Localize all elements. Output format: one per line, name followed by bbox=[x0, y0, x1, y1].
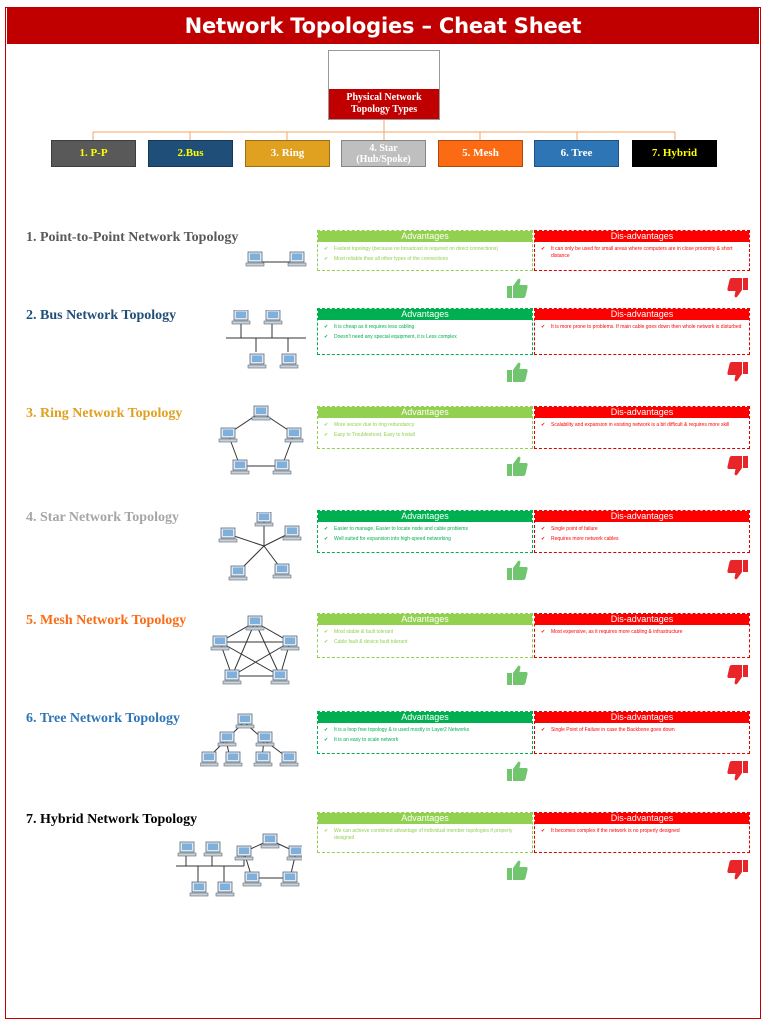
thumbs-up-icon bbox=[505, 663, 529, 687]
advantages-panel-5: Advantages Most stable & fault tolerant Ca… bbox=[317, 613, 533, 658]
disadvantage-item: Single point of failure bbox=[541, 526, 743, 533]
topology-diagram-3 bbox=[216, 404, 308, 485]
advantage-item: Doesn't need any special equipment, it i… bbox=[324, 334, 526, 341]
thumbs-up-icon bbox=[505, 759, 529, 783]
advantage-item: Easier to manage, Easier to locate node … bbox=[324, 526, 526, 533]
thumbs-up-icon bbox=[505, 276, 529, 300]
topology-title-1: 1. Point-to-Point Network Topology bbox=[26, 230, 239, 245]
topology-diagram-6 bbox=[199, 712, 300, 775]
advantages-heading: Advantages bbox=[318, 407, 532, 418]
advantages-heading: Advantages bbox=[318, 231, 532, 242]
advantages-heading: Advantages bbox=[318, 614, 532, 625]
category-box-3: 3. Ring bbox=[245, 140, 330, 167]
disadvantages-panel-7: Dis-advantages It becomes complex if the … bbox=[534, 812, 750, 853]
disadvantages-panel-5: Dis-advantages Most expensive, as it requ… bbox=[534, 613, 750, 658]
category-box-2: 2.Bus bbox=[148, 140, 233, 167]
category-box-6: 6. Tree bbox=[534, 140, 619, 167]
advantages-heading: Advantages bbox=[318, 712, 532, 723]
category-box-7: 7. Hybrid bbox=[632, 140, 717, 167]
advantages-heading: Advantages bbox=[318, 309, 532, 320]
advantage-item: We can achieve combined advantage of ind… bbox=[324, 828, 526, 841]
disadvantages-heading: Dis-advantages bbox=[535, 407, 749, 418]
disadvantage-item: It is more prone to problems. If main ca… bbox=[541, 324, 743, 331]
advantages-panel-6: Advantages It is a loop free topology & i… bbox=[317, 711, 533, 754]
thumbs-up-icon bbox=[505, 360, 529, 384]
advantage-item: Cable fault & device fault tolerant bbox=[324, 639, 526, 646]
topology-diagram-1 bbox=[242, 248, 312, 277]
advantage-item: Most reliable than all other types of th… bbox=[324, 256, 526, 263]
topology-title-7: 7. Hybrid Network Topology bbox=[26, 812, 198, 827]
advantages-heading: Advantages bbox=[318, 813, 532, 824]
advantages-panel-4: Advantages Easier to manage, Easier to lo… bbox=[317, 510, 533, 553]
advantage-item: Easy to Troubleshoot, Easy to Install bbox=[324, 432, 526, 439]
sheet-frame bbox=[5, 7, 761, 1019]
topology-title-6: 6. Tree Network Topology bbox=[26, 711, 181, 726]
advantage-item: It is an easy to scale network bbox=[324, 737, 526, 744]
advantage-item: It is cheap as it requires less cabling bbox=[324, 324, 526, 331]
advantage-item: More secure due to ring redundancy bbox=[324, 422, 526, 429]
thumbs-down-icon bbox=[726, 663, 750, 687]
disadvantages-heading: Dis-advantages bbox=[535, 813, 749, 824]
disadvantages-panel-3: Dis-advantages Scalability and expansion … bbox=[534, 406, 750, 449]
topology-title-2: 2. Bus Network Topology bbox=[26, 308, 177, 323]
thumbs-down-icon bbox=[726, 759, 750, 783]
root-node-label: Physical Network Topology Types bbox=[329, 89, 439, 119]
page-title: Network Topologies – Cheat Sheet bbox=[7, 8, 759, 44]
disadvantages-heading: Dis-advantages bbox=[535, 614, 749, 625]
thumbs-down-icon bbox=[726, 276, 750, 300]
advantage-item: It is a loop free topology & is used mos… bbox=[324, 727, 526, 734]
thumbs-up-icon bbox=[505, 858, 529, 882]
disadvantage-item: Scalability and expansion in existing ne… bbox=[541, 422, 743, 429]
topology-diagram-2 bbox=[226, 309, 308, 375]
topology-diagram-7 bbox=[176, 816, 306, 903]
advantages-panel-3: Advantages More secure due to ring redund… bbox=[317, 406, 533, 449]
advantages-panel-2: Advantages It is cheap as it requires les… bbox=[317, 308, 533, 355]
advantages-panel-7: Advantages We can achieve combined advant… bbox=[317, 812, 533, 853]
disadvantages-heading: Dis-advantages bbox=[535, 511, 749, 522]
topology-diagram-4 bbox=[216, 511, 308, 593]
disadvantage-item: Requires more network cables bbox=[541, 536, 743, 543]
disadvantages-panel-1: Dis-advantages It can only be used for sm… bbox=[534, 230, 750, 271]
disadvantage-item: It can only be used for small areas wher… bbox=[541, 246, 743, 259]
advantages-heading: Advantages bbox=[318, 511, 532, 522]
disadvantages-panel-2: Dis-advantages It is more prone to proble… bbox=[534, 308, 750, 355]
category-box-1: 1. P-P bbox=[51, 140, 136, 167]
disadvantages-panel-6: Dis-advantages Single Point of Failure in… bbox=[534, 711, 750, 754]
advantage-item: Fastest topology (because no broadcast i… bbox=[324, 246, 526, 253]
disadvantages-panel-4: Dis-advantages Single point of failure Req… bbox=[534, 510, 750, 553]
disadvantages-heading: Dis-advantages bbox=[535, 231, 749, 242]
disadvantage-item: Single Point of Failure in case the Back… bbox=[541, 727, 743, 734]
advantage-item: Well suited for expansion into high-spee… bbox=[324, 536, 526, 543]
thumbs-up-icon bbox=[505, 454, 529, 478]
thumbs-up-icon bbox=[505, 558, 529, 582]
topology-title-5: 5. Mesh Network Topology bbox=[26, 613, 187, 628]
advantages-panel-1: Advantages Fastest topology (because no b… bbox=[317, 230, 533, 271]
topology-title-3: 3. Ring Network Topology bbox=[26, 406, 183, 421]
disadvantages-heading: Dis-advantages bbox=[535, 309, 749, 320]
disadvantages-heading: Dis-advantages bbox=[535, 712, 749, 723]
topology-diagram-5 bbox=[210, 614, 302, 695]
disadvantage-item: It becomes complex if the network is no … bbox=[541, 828, 743, 835]
thumbs-down-icon bbox=[726, 558, 750, 582]
category-box-5: 5. Mesh bbox=[438, 140, 523, 167]
category-box-4: 4. Star (Hub/Spoke) bbox=[341, 140, 426, 167]
thumbs-down-icon bbox=[726, 360, 750, 384]
topology-title-4: 4. Star Network Topology bbox=[26, 510, 179, 525]
thumbs-down-icon bbox=[726, 454, 750, 478]
advantage-item: Most stable & fault tolerant bbox=[324, 629, 526, 636]
thumbs-down-icon bbox=[726, 858, 750, 882]
disadvantage-item: Most expensive, as it requires more cabl… bbox=[541, 629, 743, 636]
